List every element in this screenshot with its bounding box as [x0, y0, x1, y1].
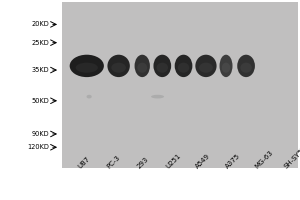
Text: 20KD: 20KD: [31, 21, 49, 27]
Text: PC-3: PC-3: [106, 155, 122, 170]
Text: MG-63: MG-63: [254, 150, 274, 170]
Ellipse shape: [178, 63, 189, 73]
Bar: [62, 2, 298, 168]
Ellipse shape: [195, 55, 217, 77]
Ellipse shape: [237, 55, 255, 77]
Ellipse shape: [220, 55, 232, 77]
Ellipse shape: [70, 55, 104, 77]
Text: A375: A375: [224, 153, 241, 170]
Ellipse shape: [175, 55, 192, 77]
Ellipse shape: [151, 95, 164, 98]
Ellipse shape: [199, 63, 213, 73]
Text: U251: U251: [165, 153, 182, 170]
Ellipse shape: [135, 55, 150, 77]
Text: 293: 293: [136, 156, 149, 170]
Text: 120KD: 120KD: [27, 144, 49, 150]
Ellipse shape: [154, 55, 171, 77]
Ellipse shape: [240, 63, 252, 73]
Text: 35KD: 35KD: [32, 67, 49, 73]
Ellipse shape: [157, 63, 168, 73]
Ellipse shape: [137, 63, 147, 73]
Text: 50KD: 50KD: [31, 98, 49, 104]
Ellipse shape: [222, 63, 230, 73]
Text: 90KD: 90KD: [32, 131, 49, 137]
Text: 25KD: 25KD: [31, 40, 49, 46]
Ellipse shape: [111, 63, 126, 73]
Ellipse shape: [86, 95, 92, 98]
Ellipse shape: [107, 55, 130, 77]
Text: SH-SY5Y: SH-SY5Y: [283, 145, 300, 170]
Ellipse shape: [76, 63, 98, 73]
Text: U87: U87: [77, 156, 91, 170]
Text: A549: A549: [195, 153, 212, 170]
